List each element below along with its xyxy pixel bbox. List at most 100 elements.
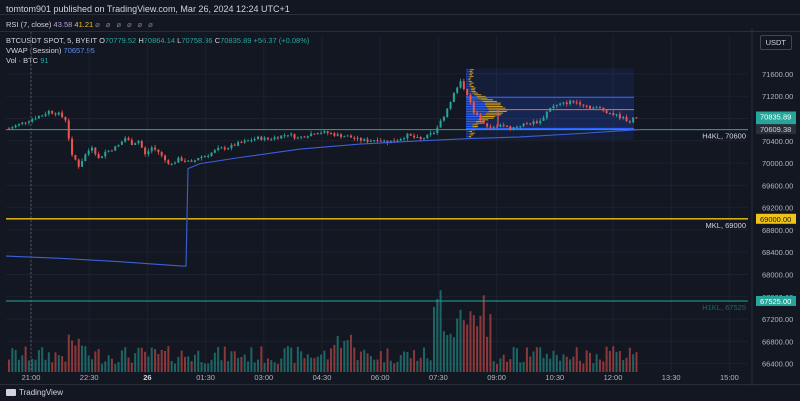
profile-bar-sell	[478, 119, 489, 121]
volume-bar	[542, 357, 545, 372]
volume-bar	[183, 356, 186, 372]
volume-bar	[399, 355, 402, 372]
candle-body	[589, 105, 591, 109]
candle-body	[598, 107, 601, 109]
candle-body	[207, 155, 210, 157]
volume-bar	[379, 350, 382, 372]
volume-bar	[406, 352, 409, 372]
tv-logo-icon	[6, 389, 16, 396]
volume-bar	[572, 356, 575, 372]
volume-bar	[532, 351, 535, 372]
candle-body	[124, 138, 127, 142]
profile-bar-sell	[472, 124, 478, 126]
candle-body	[419, 136, 422, 140]
candle-body	[349, 135, 352, 138]
candle-body	[426, 134, 429, 139]
vwap-name[interactable]: VWAP (Session)	[6, 46, 62, 55]
volume-bar	[260, 346, 263, 372]
volume-bar	[506, 361, 508, 372]
time-tick-label: 07:30	[429, 373, 448, 382]
profile-bar-buy	[466, 74, 470, 76]
time-tick-label: 10:30	[545, 373, 564, 382]
candle-body	[164, 155, 167, 161]
footer-bar: TradingView	[0, 384, 800, 401]
volume-bar	[177, 356, 180, 372]
candle-body	[449, 101, 452, 109]
candle-body	[442, 117, 445, 121]
profile-bar-buy	[466, 117, 482, 119]
candle-body	[559, 103, 562, 105]
profile-bar-sell	[469, 80, 472, 82]
candle-body	[84, 154, 87, 162]
candle-body	[622, 116, 625, 119]
candle-body	[569, 100, 572, 105]
candle-body	[21, 122, 24, 124]
time-tick-label: 22:30	[80, 373, 99, 382]
volume-bar	[369, 355, 372, 372]
candle-body	[296, 137, 299, 139]
rsi-settings-icons[interactable]: ⌀ ⌀ ⌀ ⌀ ⌀ ⌀	[95, 20, 155, 29]
volume-bar	[608, 350, 611, 372]
volume-bar	[476, 326, 479, 372]
price-tick-label: 68000.00	[762, 271, 793, 280]
volume-bar	[592, 363, 595, 372]
volume-bar	[247, 361, 250, 372]
candle-body	[509, 126, 512, 130]
candle-body	[190, 160, 193, 162]
volume-bar	[595, 354, 598, 372]
volume-bar	[296, 346, 299, 372]
candle-body	[612, 113, 615, 115]
candle-body	[260, 136, 263, 140]
symbol-name[interactable]: BTCUSDT SPOT, 5, BYBIT	[6, 36, 97, 45]
volume-bar	[193, 354, 196, 372]
volume-bar	[170, 360, 173, 372]
candle-body	[432, 132, 435, 134]
candle-body	[154, 147, 157, 150]
volume-profile	[466, 68, 634, 140]
volume-bar	[419, 357, 422, 372]
candle-body	[134, 143, 137, 145]
volume-bar	[373, 359, 376, 372]
candle-body	[210, 152, 213, 156]
time-tick-label: 13:30	[662, 373, 681, 382]
volume-bar	[403, 351, 406, 372]
profile-bar-sell	[469, 134, 474, 136]
volume-value: 91	[40, 56, 49, 65]
last-price-tag: 70835.89	[760, 113, 791, 122]
volume-bar	[227, 361, 230, 372]
candle-body	[180, 157, 183, 161]
candle-body	[183, 160, 186, 162]
candle-body	[535, 121, 538, 124]
volume-bar	[502, 354, 505, 372]
high-value: 70864.14	[143, 36, 176, 45]
volume-bar	[499, 358, 502, 372]
currency-button[interactable]: USDT	[759, 35, 792, 50]
candle-body	[479, 114, 482, 120]
volume-bar	[47, 352, 50, 372]
profile-bar-buy	[466, 97, 478, 99]
volume-bar	[41, 347, 44, 372]
candle-body	[107, 150, 110, 152]
candle-body	[363, 139, 366, 141]
volume-bar	[130, 362, 133, 372]
candle-body	[100, 156, 103, 159]
volume-bar	[84, 346, 87, 372]
candle-body	[11, 127, 14, 129]
volume-bar	[147, 356, 150, 372]
candle-body	[522, 123, 525, 127]
candle-body	[476, 112, 479, 115]
candle-body	[24, 122, 27, 124]
profile-bar-sell	[470, 69, 474, 71]
volume-bar	[107, 355, 110, 372]
volume-name[interactable]: Vol · BTC	[6, 56, 39, 65]
profile-bar-buy	[466, 109, 489, 111]
volume-bar	[144, 351, 147, 372]
candle-body	[273, 137, 276, 140]
candle-body	[313, 133, 316, 135]
candle-body	[366, 139, 369, 142]
candle-body	[336, 134, 339, 136]
candle-body	[602, 107, 605, 111]
volume-bar	[200, 362, 203, 372]
candle-body	[396, 140, 399, 142]
